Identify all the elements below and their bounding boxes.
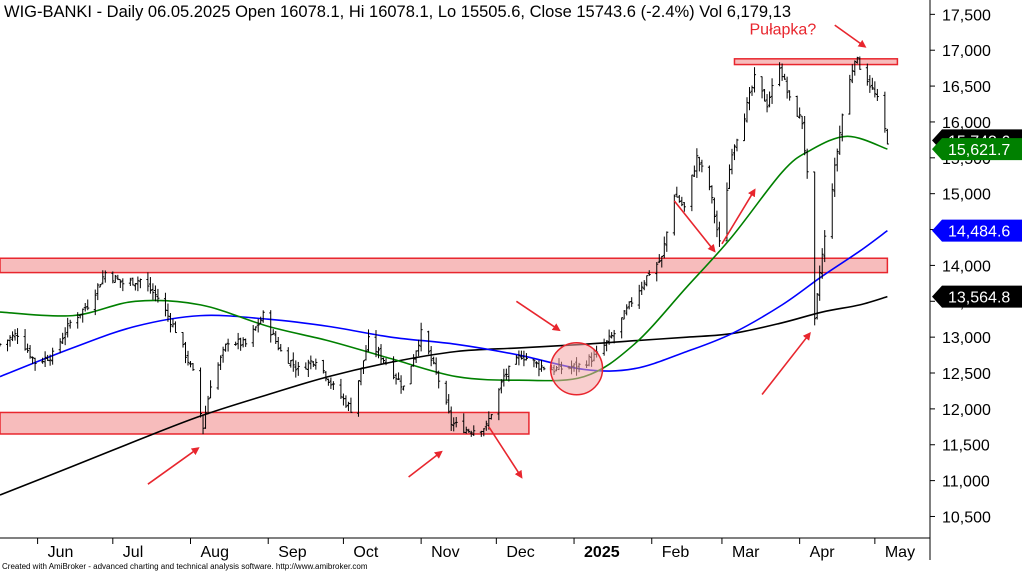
chart-footer: Created with AmiBroker - advanced charti… [2,562,368,571]
sma-black-line [0,295,888,496]
red-arrow [488,426,523,479]
price-series [0,56,889,437]
annotations: Pułapka? [147,22,867,485]
price-label-box [932,285,1022,308]
y-tick-label: 12,500 [942,366,991,383]
y-tick-label: 13,000 [942,330,991,347]
chart-title: WIG-BANKI - Daily 06.05.2025 Open 16078.… [4,3,791,21]
y-tick-label: 15,000 [942,187,991,204]
y-tick-label: 17,000 [942,43,991,60]
x-tick-label: Aug [201,544,229,561]
price-label-text: 13,564.8 [948,290,1010,307]
axes: 10,50011,00011,50012,00012,50013,00013,5… [0,0,991,561]
red-arrow [834,24,867,48]
red-arrow [761,331,811,396]
x-tick-label: Dec [506,544,534,561]
red-arrow [673,200,716,253]
y-tick-label: 14,000 [942,258,991,275]
price-label-text: 14,484.6 [948,224,1010,241]
y-tick-label: 12,000 [942,402,991,419]
red-arrow [721,188,756,245]
y-tick-label: 11,000 [942,474,990,491]
x-tick-label: Jun [48,544,74,561]
price-label-box [932,138,1022,161]
zone-rect-1 [0,257,889,274]
x-tick-label: Feb [662,544,690,561]
highlight-circle [549,341,604,396]
annotation-label: Pułapka? [750,22,817,39]
sma-blue-line [0,230,888,378]
zone-rect-0 [0,411,530,435]
zone-rect-2 [733,58,899,66]
red-arrow [515,300,561,332]
red-arrow [408,450,443,478]
price-label-text: 15,621.7 [948,142,1010,159]
y-tick-label: 11,500 [942,438,990,455]
support-resistance-zones [0,58,899,435]
y-tick-label: 16,000 [942,115,991,132]
red-arrow [147,447,200,485]
x-tick-label: Apr [810,544,836,561]
price-value-labels: 15,743.615,621.714,484.613,564.8 [932,129,1022,308]
moving-averages [0,135,888,496]
x-tick-label: May [885,544,915,561]
x-tick-label: Sep [278,544,307,561]
y-tick-label: 17,500 [942,7,991,24]
x-tick-label: 2025 [584,544,620,561]
x-tick-label: Oct [353,544,378,561]
y-tick-label: 10,500 [942,509,991,526]
x-tick-label: Nov [431,544,459,561]
y-tick-label: 16,500 [942,79,991,96]
price-label-box [932,219,1022,242]
sma-green-line [0,135,888,382]
x-tick-label: Mar [732,544,760,561]
x-tick-label: Jul [123,544,143,561]
